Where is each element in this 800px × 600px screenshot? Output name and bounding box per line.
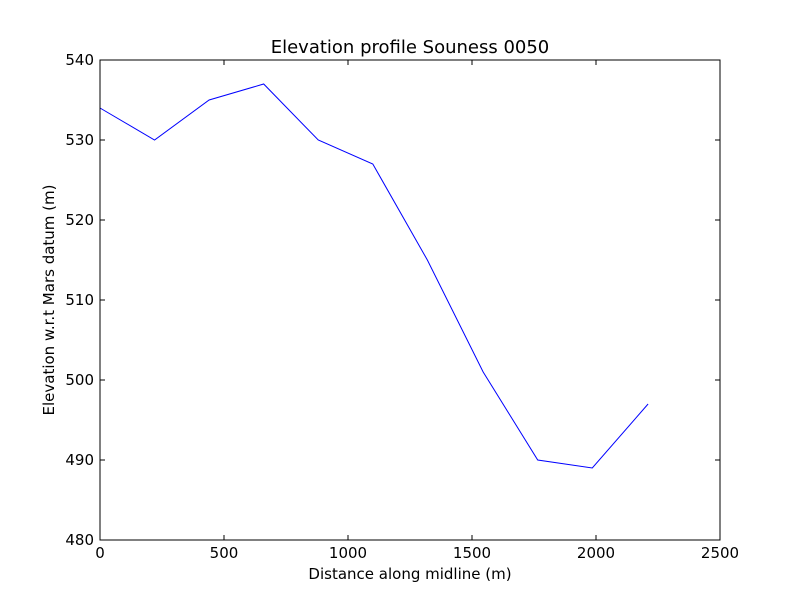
y-tick-label: 500 bbox=[65, 371, 94, 389]
y-tick-label: 530 bbox=[65, 131, 94, 149]
x-axis-title: Distance along midline (m) bbox=[308, 565, 511, 583]
x-tick-label: 1500 bbox=[453, 544, 491, 562]
x-tick-label: 500 bbox=[210, 544, 239, 562]
y-tick-label: 490 bbox=[65, 451, 94, 469]
y-axis-title: Elevation w.r.t Mars datum (m) bbox=[40, 185, 58, 416]
x-tick-label: 2000 bbox=[577, 544, 615, 562]
y-tick-label: 510 bbox=[65, 291, 94, 309]
axis-ticks: 0 500 1000 1500 2000 2500 480 490 500 510 520 530 54… bbox=[65, 51, 739, 562]
y-tick-label: 540 bbox=[65, 51, 94, 69]
plot-frame bbox=[99, 59, 721, 541]
chart-title: Elevation profile Souness 0050 bbox=[271, 37, 550, 58]
elevation-series-line bbox=[99, 83, 649, 469]
x-tick-label: 0 bbox=[95, 544, 105, 562]
y-tick-label: 520 bbox=[65, 211, 94, 229]
x-tick-label: 2500 bbox=[701, 544, 739, 562]
y-tick-label: 480 bbox=[65, 531, 94, 549]
x-tick-label: 1000 bbox=[329, 544, 367, 562]
series-layer bbox=[99, 83, 649, 469]
